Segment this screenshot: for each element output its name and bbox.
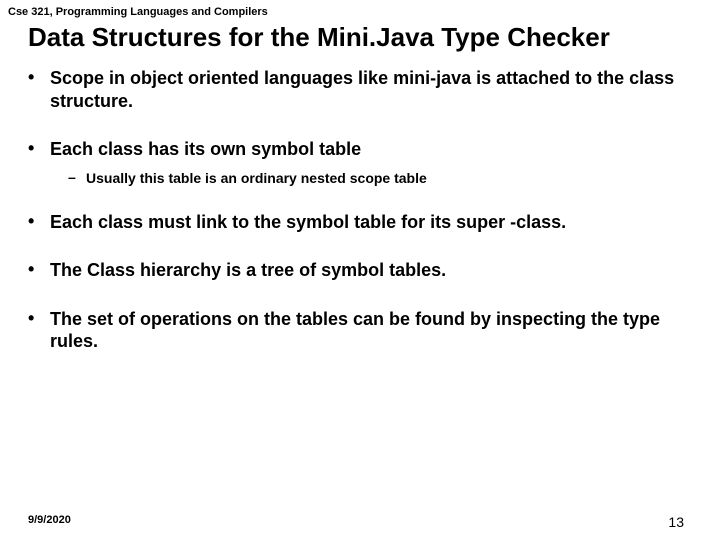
bullet-text: The Class hierarchy is a tree of symbol …: [50, 259, 692, 282]
bullet-dash: –: [68, 169, 86, 187]
bullet-text: Each class has its own symbol table: [50, 138, 692, 161]
bullet-dot: •: [28, 308, 50, 353]
bullet-dot: •: [28, 211, 50, 234]
bullet-dot: •: [28, 138, 50, 161]
bullet-item: • The set of operations on the tables ca…: [28, 308, 692, 353]
bullet-dot: •: [28, 67, 50, 112]
slide-title: Data Structures for the Mini.Java Type C…: [0, 18, 720, 67]
footer-date: 9/9/2020: [28, 514, 71, 530]
bullet-text: Each class must link to the symbol table…: [50, 211, 692, 234]
bullet-dot: •: [28, 259, 50, 282]
bullet-item: • Scope in object oriented languages lik…: [28, 67, 692, 112]
bullet-text: The set of operations on the tables can …: [50, 308, 692, 353]
sub-bullet-item: – Usually this table is an ordinary nest…: [28, 169, 692, 187]
bullet-text: Scope in object oriented languages like …: [50, 67, 692, 112]
sub-bullet-text: Usually this table is an ordinary nested…: [86, 169, 692, 187]
bullet-item: • The Class hierarchy is a tree of symbo…: [28, 259, 692, 282]
bullet-item: • Each class must link to the symbol tab…: [28, 211, 692, 234]
slide-footer: 9/9/2020 13: [0, 514, 720, 530]
slide-content: • Scope in object oriented languages lik…: [0, 67, 720, 353]
course-header: Cse 321, Programming Languages and Compi…: [0, 0, 720, 18]
footer-page-number: 13: [668, 514, 692, 530]
bullet-item: • Each class has its own symbol table: [28, 138, 692, 161]
